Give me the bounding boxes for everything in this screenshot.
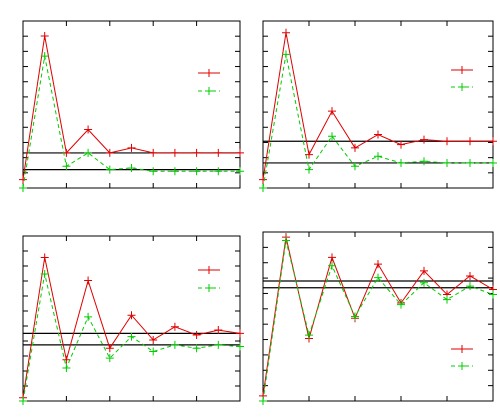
data-point [397,300,405,309]
data-point [374,273,382,282]
legend-marker-1 [458,66,466,74]
data-point [84,148,93,157]
data-point [236,148,244,157]
plot-frame [262,231,494,402]
legend-marker-1 [205,69,213,77]
series-line-2 [262,54,493,189]
data-point [443,137,451,146]
data-point [374,152,382,161]
legend-marker-2 [458,83,466,91]
data-point [214,167,223,176]
data-point [149,167,158,176]
data-point [214,340,223,349]
data-point [374,260,382,269]
data-point [305,331,313,340]
data-point [466,282,474,291]
data-point [170,340,179,349]
plot-frame [22,20,241,189]
data-point [420,278,428,287]
data-point [170,167,179,176]
data-point [420,157,428,166]
data-point [105,165,114,174]
data-point [305,150,313,159]
data-point [170,322,179,331]
data-point [40,269,49,278]
data-point [149,335,158,344]
data-point [214,326,223,335]
legend-marker-2 [205,87,213,95]
legend-marker-1 [205,266,213,274]
data-point [374,130,382,139]
chart-panel-1 [19,20,244,192]
legend-marker-1 [458,345,466,353]
data-point [259,397,267,405]
data-point [149,148,158,157]
data-point [127,311,136,320]
data-point [259,184,267,192]
legend-marker-2 [458,362,466,370]
data-point [19,175,27,184]
legend-marker-2 [205,284,213,292]
data-point [466,137,474,146]
data-point [127,163,136,172]
data-point [105,354,114,363]
data-point [305,165,313,174]
series-line-2 [22,56,240,189]
data-point [489,290,497,299]
data-point [170,148,179,157]
data-point [466,158,474,167]
data-point [236,342,244,351]
data-point [282,28,290,37]
data-point [443,295,451,304]
data-point [214,148,223,157]
data-point [62,162,71,171]
data-point [397,140,405,149]
data-point [19,397,27,405]
chart-panel-3 [19,235,244,405]
data-point [259,175,267,184]
data-point [84,276,93,285]
data-point [351,162,359,171]
data-point [466,271,474,280]
chart-panel-4 [259,231,497,405]
data-point [489,158,497,167]
data-point [420,266,428,275]
data-point [84,125,93,134]
data-point [40,253,49,262]
data-point [397,158,405,167]
data-point [489,137,497,146]
data-point [40,52,49,61]
data-point [105,344,114,353]
data-point [19,184,27,192]
data-point [192,331,201,339]
data-point [236,329,244,338]
data-point [62,355,71,364]
data-point [236,167,244,176]
data-point [192,344,201,353]
series-line-2 [262,240,494,402]
data-point [351,143,359,152]
chart-panel-2 [259,20,497,192]
data-point [40,32,49,41]
data-point [192,148,201,157]
data-point [127,332,136,341]
data-point [84,312,93,321]
data-point [351,312,359,321]
data-point [328,132,336,141]
data-point [420,135,428,144]
data-point [328,107,336,116]
data-point [443,158,451,167]
data-point [282,236,290,245]
data-point [328,253,336,262]
data-point [328,261,336,270]
data-point [127,143,136,152]
data-point [62,364,71,372]
data-point [149,347,158,356]
data-point [105,148,114,157]
data-point [282,50,290,59]
data-point [192,167,201,176]
